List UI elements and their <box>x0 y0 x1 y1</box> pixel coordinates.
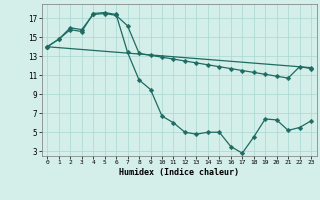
X-axis label: Humidex (Indice chaleur): Humidex (Indice chaleur) <box>119 168 239 177</box>
